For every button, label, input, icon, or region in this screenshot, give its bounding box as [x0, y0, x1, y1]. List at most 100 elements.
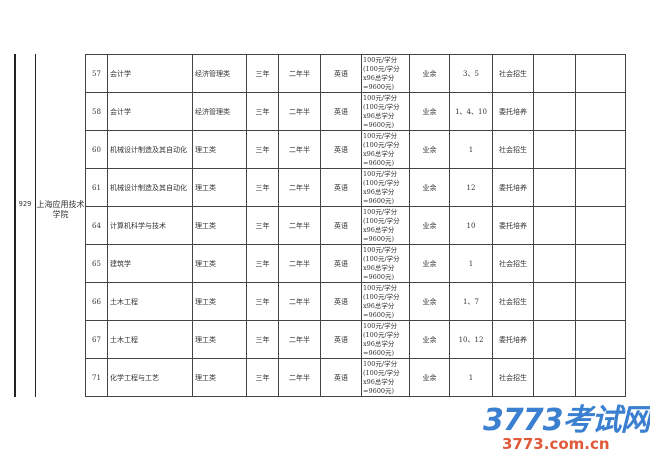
empty-cell	[533, 130, 576, 169]
institution-code: 929	[18, 200, 32, 208]
language: 英语	[320, 244, 362, 283]
empty-cell	[575, 92, 626, 131]
language: 英语	[320, 92, 362, 131]
empty-cell	[575, 358, 626, 397]
enrollment-type: 委托培养	[492, 206, 534, 245]
empty-cell	[575, 320, 626, 359]
enrollment-type: 委托培养	[492, 92, 534, 131]
table-row: 71 化学工程与工艺 理工类 三年 二年半 英语 100元/学分(100元/学分x96总学分…	[85, 358, 626, 397]
table-row: 58 会计学 经济管理类 三年 二年半 英语 100元/学分(100元/学分x96总学分=9…	[85, 92, 626, 131]
enrollment-type: 社会招生	[492, 358, 534, 397]
language: 英语	[320, 206, 362, 245]
tuition-fee: 100元/学分(100元/学分x96总学分=9600元)	[361, 244, 410, 283]
study-mode: 业余	[409, 92, 450, 131]
region: 1	[449, 244, 493, 283]
duration-full: 三年	[246, 244, 279, 283]
tuition-fee: 100元/学分(100元/学分x96总学分=9600元)	[361, 320, 410, 359]
duration-part: 二年半	[278, 92, 321, 131]
enrollment-type: 社会招生	[492, 282, 534, 321]
duration-part: 二年半	[278, 168, 321, 207]
category: 经济管理类	[192, 54, 247, 93]
row-number: 64	[85, 206, 108, 245]
row-number: 65	[85, 244, 108, 283]
empty-cell	[575, 54, 626, 93]
table-row: 67 土木工程 理工类 三年 二年半 英语 100元/学分(100元/学分x96总学分=96…	[85, 320, 626, 359]
tuition-fee: 100元/学分(100元/学分x96总学分=9600元)	[361, 54, 410, 93]
language: 英语	[320, 168, 362, 207]
row-number: 67	[85, 320, 108, 359]
duration-part: 二年半	[278, 320, 321, 359]
major-name: 建筑学	[107, 244, 193, 283]
study-mode: 业余	[409, 130, 450, 169]
category: 经济管理类	[192, 92, 247, 131]
duration-full: 三年	[246, 358, 279, 397]
empty-cell	[575, 168, 626, 207]
tuition-fee: 100元/学分(100元/学分x96总学分=9600元)	[361, 92, 410, 131]
study-mode: 业余	[409, 168, 450, 207]
enrollment-type: 社会招生	[492, 54, 534, 93]
tuition-fee: 100元/学分(100元/学分x96总学分=9600元)	[361, 168, 410, 207]
empty-cell	[533, 168, 576, 207]
empty-cell	[533, 92, 576, 131]
empty-cell	[575, 130, 626, 169]
empty-cell	[533, 54, 576, 93]
category: 理工类	[192, 244, 247, 283]
region: 1	[449, 130, 493, 169]
majors-table: 57 会计学 经济管理类 三年 二年半 英语 100元/学分(100元/学分x96总学分=9…	[85, 54, 626, 397]
duration-full: 三年	[246, 92, 279, 131]
study-mode: 业余	[409, 206, 450, 245]
duration-full: 三年	[246, 282, 279, 321]
duration-full: 三年	[246, 320, 279, 359]
study-mode: 业余	[409, 244, 450, 283]
region: 1	[449, 358, 493, 397]
major-name: 会计学	[107, 54, 193, 93]
duration-part: 二年半	[278, 358, 321, 397]
major-name: 机械设计制造及其自动化	[107, 168, 193, 207]
tuition-fee: 100元/学分(100元/学分x96总学分=9600元)	[361, 206, 410, 245]
table-row: 64 计算机科学与技术 理工类 三年 二年半 英语 100元/学分(100元/学分x96总学…	[85, 206, 626, 245]
duration-full: 三年	[246, 54, 279, 93]
major-name: 会计学	[107, 92, 193, 131]
enrollment-type: 委托培养	[492, 168, 534, 207]
row-number: 60	[85, 130, 108, 169]
category: 理工类	[192, 358, 247, 397]
region: 10	[449, 206, 493, 245]
major-name: 化学工程与工艺	[107, 358, 193, 397]
table-row: 57 会计学 经济管理类 三年 二年半 英语 100元/学分(100元/学分x96总学分=9…	[85, 54, 626, 93]
major-name: 土木工程	[107, 282, 193, 321]
region: 1、7	[449, 282, 493, 321]
category: 理工类	[192, 130, 247, 169]
empty-cell	[533, 282, 576, 321]
region: 3、5	[449, 54, 493, 93]
row-number: 57	[85, 54, 108, 93]
major-name: 机械设计制造及其自动化	[107, 130, 193, 169]
duration-part: 二年半	[278, 206, 321, 245]
region: 1、4、10	[449, 92, 493, 131]
region: 10、12	[449, 320, 493, 359]
language: 英语	[320, 54, 362, 93]
empty-cell	[533, 358, 576, 397]
category: 理工类	[192, 168, 247, 207]
tuition-fee: 100元/学分(100元/学分x96总学分=9600元)	[361, 130, 410, 169]
language: 英语	[320, 130, 362, 169]
row-number: 58	[85, 92, 108, 131]
study-mode: 业余	[409, 282, 450, 321]
duration-full: 三年	[246, 206, 279, 245]
tuition-fee: 100元/学分(100元/学分x96总学分=9600元)	[361, 282, 410, 321]
enrollment-type: 社会招生	[492, 130, 534, 169]
duration-part: 二年半	[278, 244, 321, 283]
category: 理工类	[192, 282, 247, 321]
enrollment-type: 社会招生	[492, 244, 534, 283]
major-name: 土木工程	[107, 320, 193, 359]
empty-cell	[533, 206, 576, 245]
column-divider	[35, 54, 36, 397]
tuition-fee: 100元/学分(100元/学分x96总学分=9600元)	[361, 358, 410, 397]
table-row: 61 机械设计制造及其自动化 理工类 三年 二年半 英语 100元/学分(100元/学分x9…	[85, 168, 626, 207]
empty-cell	[533, 244, 576, 283]
duration-full: 三年	[246, 168, 279, 207]
row-number: 61	[85, 168, 108, 207]
study-mode: 业余	[409, 358, 450, 397]
duration-part: 二年半	[278, 282, 321, 321]
table-row: 65 建筑学 理工类 三年 二年半 英语 100元/学分(100元/学分x96总学分=960…	[85, 244, 626, 283]
left-border	[14, 54, 16, 397]
